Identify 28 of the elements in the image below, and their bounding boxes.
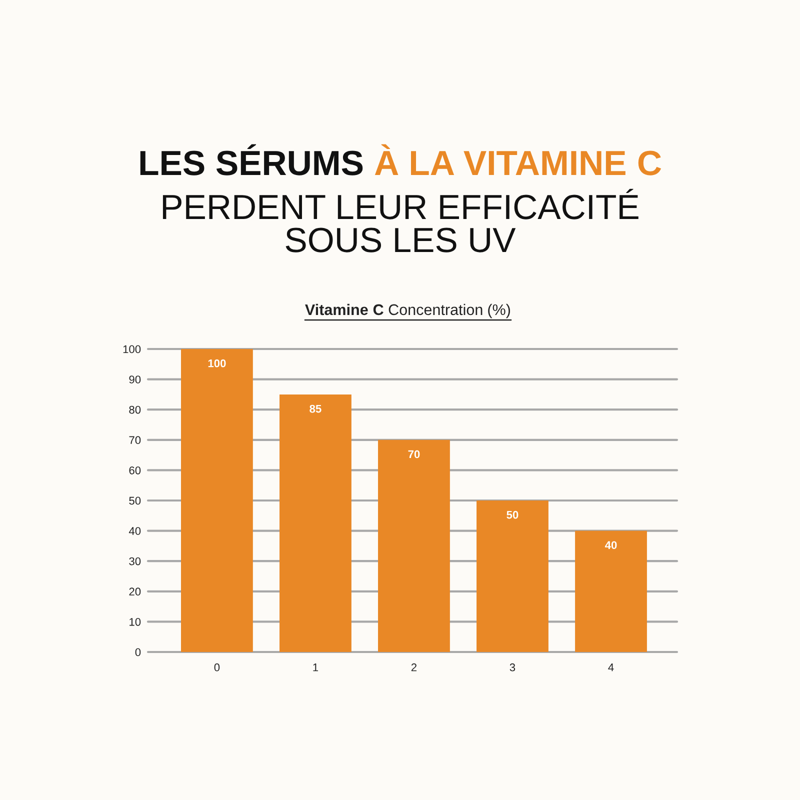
bar: [476, 500, 548, 652]
data-label: 85: [310, 404, 322, 413]
y-tick-label: 100: [123, 345, 141, 354]
bar: [280, 394, 352, 652]
x-tick-label: 4: [608, 664, 614, 672]
y-tick-label: 70: [129, 436, 141, 444]
data-label: 50: [506, 510, 518, 519]
y-tick-label: 60: [129, 466, 141, 474]
y-tick-label: 90: [129, 376, 141, 384]
y-tick-label: 40: [128, 527, 141, 535]
y-tick-label: 30: [129, 557, 141, 566]
y-tick-label: 0: [135, 648, 141, 656]
y-tick-label: 10: [130, 618, 141, 626]
chart-subtitle: Vitamine C Concentration (%): [305, 304, 510, 318]
data-label: 100: [208, 359, 226, 368]
chart-title: LES SÉRUMS À LA VITAMINE C PERDENT LEUR EFFICACITÉ SOUS LES UV: [140, 144, 662, 252]
x-tick-label: 3: [510, 663, 516, 672]
y-tick-label: 20: [129, 588, 141, 596]
x-tick-label: 1: [313, 664, 318, 672]
bar: [181, 349, 253, 652]
x-tick-label: 0: [214, 663, 220, 672]
bar: [575, 530, 647, 652]
y-tick-label: 80: [129, 406, 141, 414]
data-label: 40: [604, 541, 617, 550]
y-tick-label: 50: [129, 496, 141, 505]
x-tick-label: 2: [411, 663, 417, 672]
bar: [378, 440, 450, 652]
data-label: 70: [408, 450, 420, 458]
